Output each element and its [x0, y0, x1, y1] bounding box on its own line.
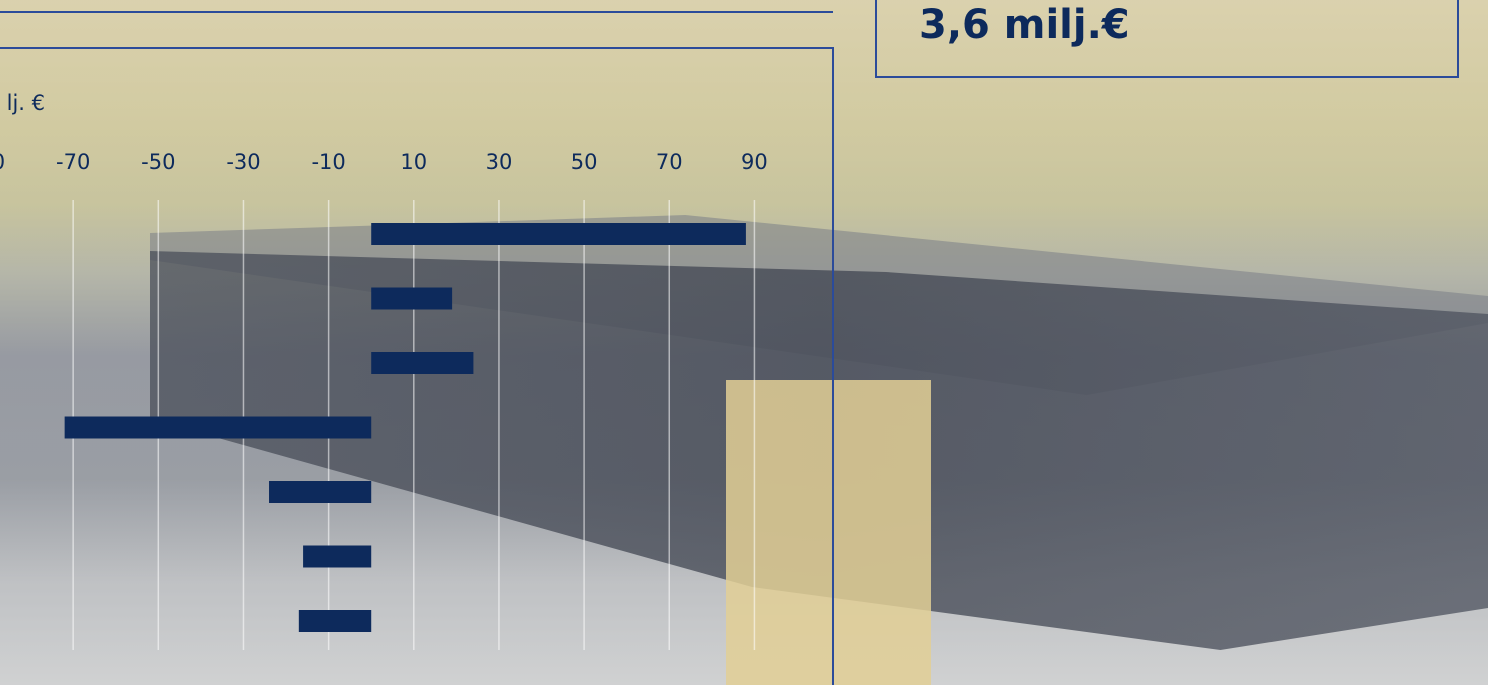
x-tick-label: 70 — [656, 150, 683, 174]
x-tick-label: -10 — [311, 150, 345, 174]
bar — [64, 416, 372, 439]
x-tick-label: 10 — [400, 150, 427, 174]
x-tick-label: -70 — [56, 150, 90, 174]
x-tick-label: 50 — [571, 150, 598, 174]
axis-label: lj. € — [7, 91, 45, 115]
bar — [371, 287, 453, 310]
bar — [371, 223, 746, 245]
chart: lj. € -90 -70 -50 -30 -10 10 30 50 70 90 — [0, 11, 834, 685]
kpi-value: 3,6 milj.€ — [919, 2, 1130, 48]
x-tick-label: -50 — [141, 150, 175, 174]
bar — [303, 545, 372, 568]
x-tick-label: -90 — [0, 150, 5, 174]
x-tick-label: 90 — [741, 150, 768, 174]
x-tick-label: 30 — [486, 150, 513, 174]
arena-facade — [726, 380, 931, 685]
bar — [298, 610, 372, 632]
bar — [371, 352, 474, 374]
bar — [269, 481, 372, 503]
x-tick-label: -30 — [226, 150, 260, 174]
kpi-box: 3,6 milj.€ — [875, 0, 1459, 78]
chart-border — [0, 47, 834, 685]
